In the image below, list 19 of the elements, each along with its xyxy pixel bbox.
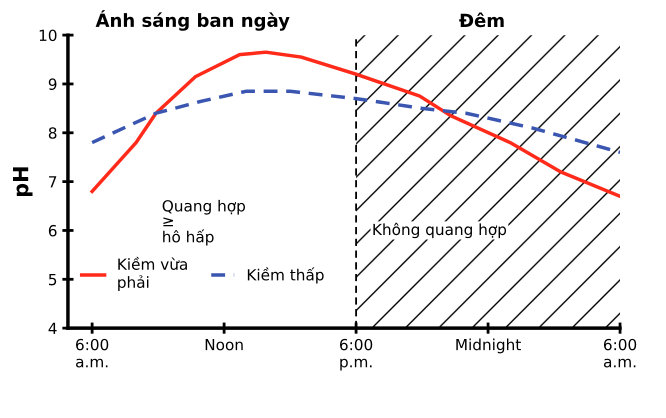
legend-label: Kiềm vừa phải <box>118 256 187 291</box>
y-tick-label: 8 <box>48 127 56 139</box>
x-tick-label: 6:00 p.m. <box>340 338 372 370</box>
annotation: Quang hợp ≥ hô hấp <box>162 200 245 246</box>
x-tick-label: Noon <box>206 339 243 350</box>
legend-label: Kiềm thấp <box>248 267 324 284</box>
y-tick-label: 5 <box>48 274 56 286</box>
x-tick-label: 6:00 a.m. <box>76 338 108 368</box>
y-tick-label: 6 <box>48 224 57 236</box>
x-tick-label: Midnight <box>456 338 521 354</box>
y-tick-label: 9 <box>48 78 56 90</box>
text: Đêm <box>459 12 504 28</box>
text: Ánh sáng ban ngày <box>96 10 290 31</box>
y-axis-title: pH <box>12 167 33 196</box>
y-tick-label: 4 <box>48 322 57 334</box>
band-label: Không quang hợp <box>373 222 506 238</box>
y-tick-label: 10 <box>40 30 56 42</box>
y-tick-label: 7 <box>49 176 56 188</box>
x-tick-label: 6:00 a.m. <box>604 338 636 368</box>
